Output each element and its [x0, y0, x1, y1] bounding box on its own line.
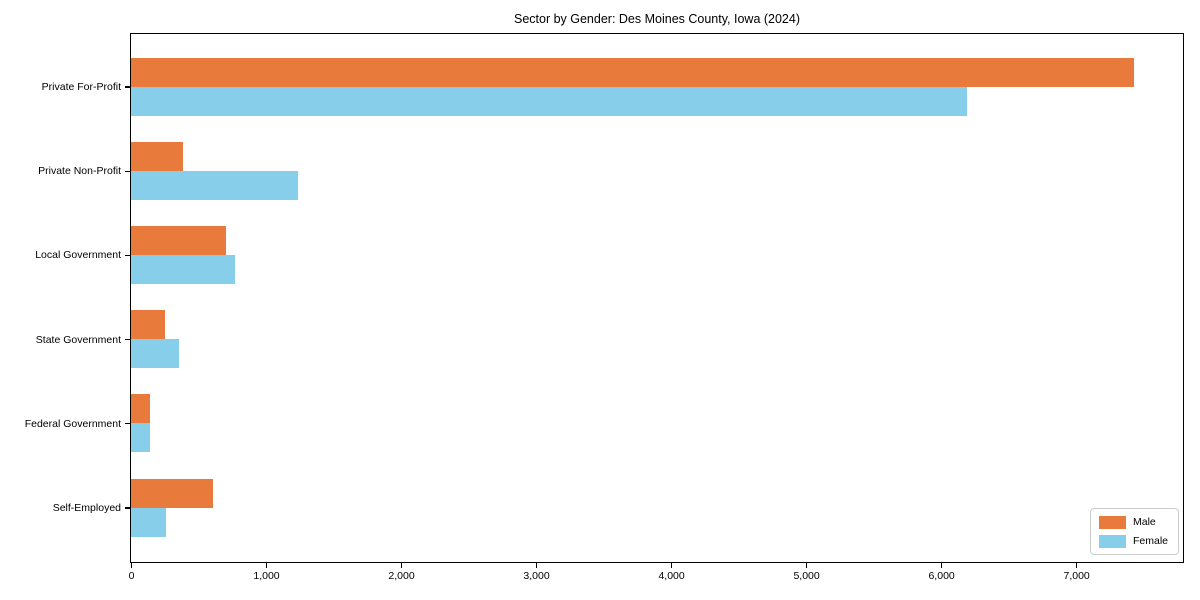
x-tick-mark [940, 563, 943, 568]
legend-label: Female [1133, 535, 1169, 547]
chart-title: Sector by Gender: Des Moines County, Iow… [513, 12, 801, 26]
bar-male-local-government [131, 225, 227, 255]
x-tick-label: 1,000 [253, 570, 280, 582]
legend-label: Male [1133, 516, 1156, 528]
x-tick-label: 7,000 [1063, 570, 1090, 582]
bar-female-private-non-profit [131, 170, 298, 200]
bar-female-self-employed [131, 507, 167, 537]
y-tick-mark [125, 254, 130, 257]
y-axis-labels: Private For-Profit Private Non-Profit Loca… [0, 0, 121, 600]
x-tick-mark [265, 563, 268, 568]
bar-female-local-government [131, 254, 235, 284]
bar-male-self-employed [131, 478, 213, 508]
x-tick-label: 4,000 [658, 570, 685, 582]
bar-male-private-non-profit [131, 141, 183, 171]
x-tick-mark [400, 563, 403, 568]
bar-female-private-for-profit [131, 86, 967, 116]
y-tick-mark [125, 170, 130, 172]
y-tick-mark [125, 86, 130, 88]
bar-female-federal-government [131, 423, 150, 453]
legend-item-female: Female [1099, 534, 1170, 548]
legend: Male Female [1090, 508, 1179, 555]
y-tick-mark [125, 507, 130, 509]
y-tick-label: Private Non-Profit [38, 165, 121, 178]
bar-male-federal-government [131, 394, 150, 424]
x-tick-label: 0 [128, 570, 135, 582]
x-tick-mark [535, 563, 538, 568]
y-tick-mark [125, 423, 130, 425]
x-tick-mark [805, 563, 808, 568]
bar-male-private-for-profit [131, 57, 1135, 87]
legend-swatch-female [1099, 534, 1126, 548]
y-tick-label: Private For-Profit [41, 81, 121, 93]
x-tick-mark [670, 563, 673, 568]
x-tick-label: 5,000 [793, 570, 820, 582]
legend-item-male: Male [1099, 515, 1170, 529]
y-tick-label: Federal Government [24, 417, 121, 430]
y-tick-mark [125, 338, 130, 341]
x-tick-mark [130, 563, 133, 568]
x-tick-label: 2,000 [388, 570, 415, 582]
plot-area [130, 33, 1184, 563]
bar-female-state-government [131, 339, 179, 369]
x-tick-label: 3,000 [523, 570, 550, 582]
legend-swatch-male [1099, 515, 1126, 529]
y-tick-label: State Government [35, 333, 121, 346]
bar-male-state-government [131, 310, 166, 340]
x-tick-label: 6,000 [928, 570, 955, 582]
y-tick-label: Self-Employed [52, 502, 121, 514]
y-tick-label: Local Government [35, 249, 121, 262]
x-tick-mark [1075, 563, 1078, 568]
